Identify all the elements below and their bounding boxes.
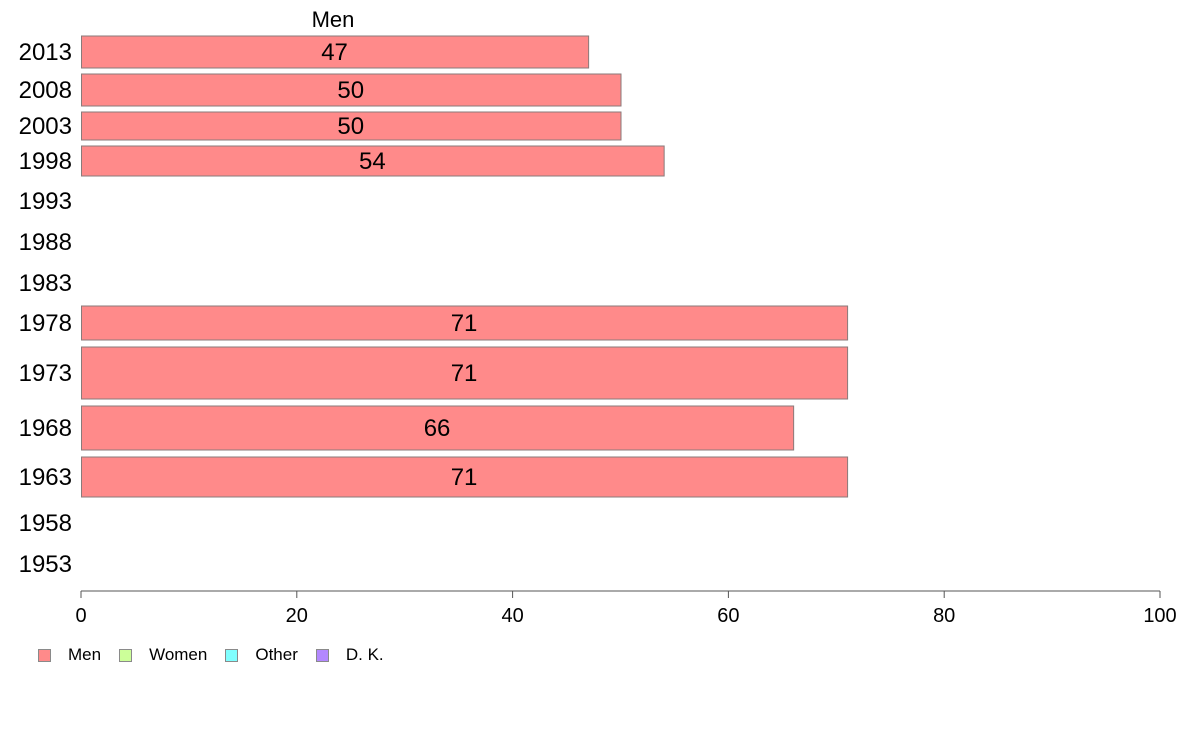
legend-item-other: Other xyxy=(225,645,298,665)
legend-label-other: Other xyxy=(255,645,298,664)
bar-men xyxy=(81,111,622,141)
bar-value-label: 71 xyxy=(451,464,478,491)
year-label: 1968 xyxy=(19,415,72,442)
chart-title: Men xyxy=(312,7,355,32)
bar-men xyxy=(81,35,590,69)
legend-label-women: Women xyxy=(149,645,208,664)
bar-value-label: 54 xyxy=(359,148,386,175)
year-label: 1978 xyxy=(19,310,72,337)
year-label: 2013 xyxy=(19,39,72,66)
year-label: 1998 xyxy=(19,148,72,175)
year-label: 2008 xyxy=(19,77,72,104)
x-axis: 0 20 40 60 80 100 xyxy=(75,590,1177,627)
bar-value-label: 71 xyxy=(451,360,478,387)
bar-value-label: 71 xyxy=(451,310,478,337)
bar-men xyxy=(81,305,849,341)
bar-men xyxy=(81,405,795,451)
legend-item-men: Men xyxy=(38,645,101,665)
legend-item-dk: D. K. xyxy=(315,645,384,665)
bar-value-label: 50 xyxy=(337,113,364,140)
bar-value-label: 66 xyxy=(424,415,451,442)
year-label: 1973 xyxy=(19,360,72,387)
x-tick-label: 80 xyxy=(933,605,955,627)
year-label: 1958 xyxy=(19,510,72,537)
x-tick-label: 100 xyxy=(1143,605,1176,627)
year-label: 1953 xyxy=(19,551,72,578)
year-label: 1988 xyxy=(19,229,72,256)
x-tick-label: 60 xyxy=(717,605,739,627)
x-tick-label: 20 xyxy=(286,605,308,627)
legend-swatch-men xyxy=(38,648,51,662)
year-label: 1963 xyxy=(19,464,72,491)
x-tick-label: 0 xyxy=(75,605,86,627)
bar-men xyxy=(81,456,849,498)
legend-swatch-other xyxy=(225,648,239,662)
bar-value-label: 50 xyxy=(337,77,364,104)
legend-label-dk: D. K. xyxy=(345,645,384,664)
legend-swatch-women xyxy=(119,648,133,662)
year-labels: 2013 2008 2003 1998 1993 1988 1983 1978 1973 1968… xyxy=(19,39,72,578)
year-label: 2003 xyxy=(19,113,72,140)
legend-swatch-dk xyxy=(315,648,329,662)
legend: Men Women Other D. K. xyxy=(38,645,402,665)
year-label: 1983 xyxy=(19,270,72,297)
bar-men xyxy=(81,145,665,177)
legend-label-men: Men xyxy=(68,645,102,664)
year-label: 1993 xyxy=(19,188,72,215)
bar-men xyxy=(81,73,622,107)
bar-men xyxy=(81,346,849,400)
bar-value-label: 47 xyxy=(321,39,348,66)
x-tick-label: 40 xyxy=(501,605,523,627)
legend-item-women: Women xyxy=(119,645,207,665)
